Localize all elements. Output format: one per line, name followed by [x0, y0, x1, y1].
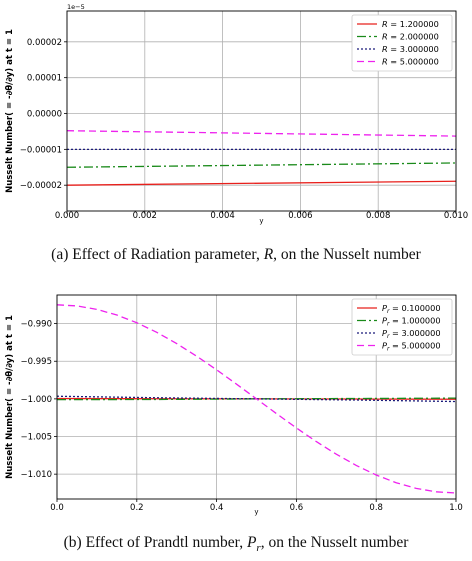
chart-0-series-line-1 — [67, 162, 456, 168]
caption-b-symbol: P — [246, 534, 257, 551]
chart-0-legend-label-3: R = 5.000000 — [382, 57, 439, 67]
chart-0-x-tick-label: 0.008 — [366, 211, 390, 221]
chart-1-x-axis-label: y — [254, 508, 258, 516]
chart-1-legend-label-1: Pr = 1.000000 — [382, 316, 441, 328]
caption-b-suffix: , on the Nusselt number — [260, 534, 409, 551]
chart-0-legend-label-1: R = 2.000000 — [382, 32, 439, 42]
chart-0-plot-frame — [66, 10, 457, 212]
chart-1-y-tick-label: −1.010 — [21, 470, 52, 480]
chart-0-x-axis-label: y — [259, 217, 263, 225]
chart-0-x-tick-label: 0.006 — [288, 211, 312, 221]
chart-0-y-tick-label: −0.00002 — [20, 181, 62, 191]
caption-b: (b) Effect of Prandtl number, Pr, on the… — [0, 534, 472, 554]
chart-0-series-line-0 — [67, 180, 456, 186]
chart-0-legend-label-0: R = 1.200000 — [382, 19, 439, 29]
chart-1-y-tick-label: −0.990 — [21, 320, 52, 330]
caption-b-subscript: r — [256, 542, 261, 555]
chart-1-legend-label-0: Pr = 0.100000 — [382, 303, 441, 315]
chart-0-y-tick-label: 0.00000 — [27, 110, 62, 120]
caption-a-prefix: (a) Effect of Radiation parameter, — [51, 246, 264, 263]
chart-1-legend-label-3: Pr = 5.000000 — [382, 341, 441, 353]
chart-0-x-tick-label: 0.002 — [133, 211, 157, 221]
chart-1-series-line-3 — [57, 304, 456, 494]
chart-0-y-offset-label: 1e−5 — [67, 3, 85, 11]
chart-1-x-tick-label: 1.0 — [449, 503, 463, 513]
caption-a-suffix: , on the Nusselt number — [273, 246, 421, 263]
chart-1-y-axis-label: Nusselt Number( = -∂θ/∂y) at t = 1 — [5, 315, 15, 479]
chart-1-x-tick-label: 0.0 — [50, 503, 64, 513]
chart-1-x-tick-label: 0.4 — [210, 503, 224, 513]
chart-1-x-tick-label: 0.8 — [369, 503, 383, 513]
chart-0-legend-label-2: R = 3.000000 — [382, 44, 439, 54]
chart-0-y-tick-label: 0.00002 — [27, 38, 62, 48]
chart-0-x-tick-label: 0.000 — [55, 211, 79, 221]
chart-1-plot-frame — [56, 294, 457, 500]
chart-0-y-tick-label: −0.00001 — [20, 145, 62, 155]
caption-b-prefix: (b) Effect of Prandtl number, — [63, 534, 247, 551]
chart-0-series-line-3 — [67, 130, 456, 137]
chart-1-legend-box — [351, 298, 453, 356]
chart-1-y-tick-label: −0.995 — [21, 357, 52, 367]
chart-1-x-tick-label: 0.2 — [130, 503, 144, 513]
chart-0-x-tick-label: 0.010 — [444, 211, 468, 221]
chart-0-legend-box — [351, 14, 453, 72]
caption-a-symbol: R — [263, 246, 274, 263]
chart-1-y-tick-label: −1.000 — [21, 395, 52, 405]
caption-a: (a) Effect of Radiation parameter, R, on… — [0, 246, 472, 264]
chart-0-x-tick-label: 0.004 — [210, 211, 234, 221]
chart-0-y-axis-label: Nusselt Number( = -∂θ/∂y) at t = 1 — [5, 29, 15, 193]
chart-0-y-tick-label: 0.00001 — [27, 74, 62, 84]
chart-1-y-tick-label: −1.005 — [21, 433, 52, 443]
chart-1-x-tick-label: 0.6 — [290, 503, 304, 513]
chart-1-series-line-2 — [57, 395, 456, 403]
chart-1-legend-label-2: Pr = 3.000000 — [382, 328, 441, 340]
